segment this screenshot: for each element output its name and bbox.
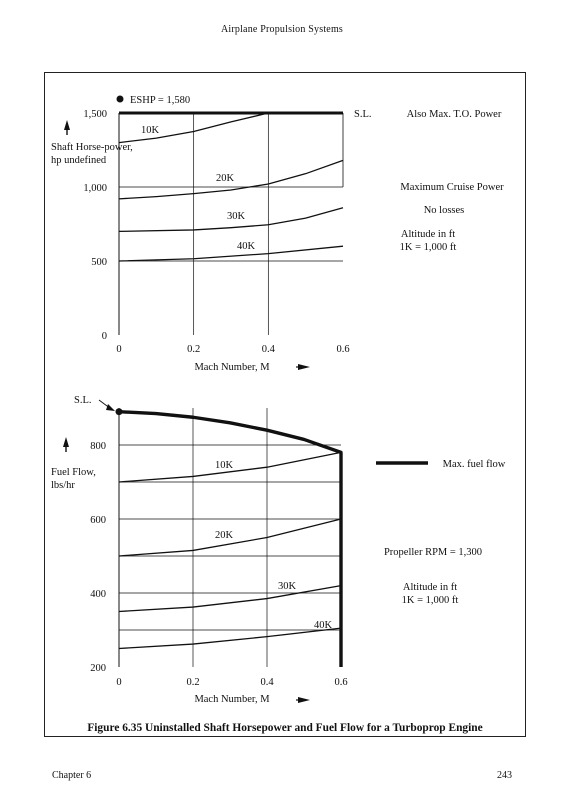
top-chart-series-label: 30K <box>227 211 246 222</box>
top-chart-x-tick-label: 0 <box>116 344 121 355</box>
top-chart-y-axis-label: hp undefined <box>51 155 107 166</box>
bottom-chart-series-label: 20K <box>215 530 234 541</box>
footer-chapter: Chapter 6 <box>52 770 92 781</box>
figure-caption: Figure 6.35 Uninstalled Shaft Horsepower… <box>87 722 483 734</box>
top-chart-x-tick-label: 0.4 <box>262 344 276 355</box>
bottom-chart-y-tick-label: 200 <box>90 663 106 674</box>
bottom-chart-series-line <box>118 584 342 613</box>
bottom-chart-y-arrow <box>63 437 69 447</box>
top-chart-series-line <box>118 112 269 144</box>
bottom-chart-x-axis-label: Mach Number, M <box>194 694 270 705</box>
bottom-chart-x-tick-label: 0.6 <box>334 677 347 688</box>
bottom-chart-series-line <box>118 627 342 650</box>
bottom-note-kft: 1K = 1,000 ft <box>402 595 459 606</box>
top-chart-y-tick-label: 1,000 <box>83 183 107 194</box>
top-chart-y-axis-label: Shaft Horse-power, <box>51 142 133 153</box>
bottom-chart-series-label: 40K <box>314 620 333 631</box>
bottom-chart-x-tick-label: 0.4 <box>260 677 274 688</box>
bottom-chart-y-tick-label: 800 <box>90 441 106 452</box>
bottom-chart-series-line <box>118 451 342 483</box>
top-note-takeoff: Also Max. T.O. Power <box>407 109 502 120</box>
fuel-flow-start-marker <box>115 408 123 416</box>
top-chart-series-line <box>118 245 344 262</box>
top-chart-series-label: 40K <box>237 241 256 252</box>
top-chart-x-tick-label: 0.2 <box>187 344 200 355</box>
top-chart-series-label: 10K <box>141 125 160 136</box>
top-note-cruise: Maximum Cruise Power <box>400 182 504 193</box>
top-chart-series-line <box>118 159 344 200</box>
legend-label-max-fuel-flow: Max. fuel flow <box>443 459 506 470</box>
bottom-chart-y-axis-label: lbs/hr <box>51 480 75 491</box>
page-header: Airplane Propulsion Systems <box>220 24 344 35</box>
eshp-label: ESHP = 1,580 <box>130 95 190 106</box>
bottom-chart-sl-label: S.L. <box>74 395 92 406</box>
top-chart-y-tick-label: 1,500 <box>83 109 107 120</box>
top-chart-series-label: 20K <box>216 173 235 184</box>
top-note-kft: 1K = 1,000 ft <box>400 242 457 253</box>
bottom-chart-x-tick-label: 0 <box>116 677 121 688</box>
eshp-marker <box>116 95 124 103</box>
figure-frame <box>44 72 526 737</box>
top-chart-sl-label: S.L. <box>354 109 372 120</box>
bottom-chart-y-axis-label: Fuel Flow, <box>51 467 96 478</box>
bottom-note-rpm: Propeller RPM = 1,300 <box>384 547 482 558</box>
top-chart-y-tick-label: 500 <box>91 257 107 268</box>
top-chart-series-line <box>118 207 344 233</box>
top-chart-x-tick-label: 0.6 <box>336 344 349 355</box>
bottom-chart-y-tick-label: 600 <box>90 515 106 526</box>
top-chart-y-arrow <box>64 120 70 130</box>
top-chart-y-tick-label: 0 <box>102 331 107 342</box>
bottom-chart-y-tick-label: 400 <box>90 589 106 600</box>
top-chart-x-axis-label: Mach Number, M <box>194 362 270 373</box>
bottom-note-altitude: Altitude in ft <box>403 582 457 593</box>
top-chart-x-arrow <box>298 364 310 370</box>
bottom-chart-x-tick-label: 0.2 <box>186 677 199 688</box>
bottom-chart-series-line <box>118 518 342 557</box>
bottom-chart-series-label: 10K <box>215 460 234 471</box>
bottom-chart-sl-pointer-head <box>106 404 115 411</box>
bottom-chart-series-line <box>118 410 343 667</box>
footer-page-number: 243 <box>497 770 512 781</box>
bottom-chart-series-label: 30K <box>278 581 297 592</box>
bottom-chart-x-arrow <box>298 697 310 703</box>
top-note-losses: No losses <box>424 205 465 216</box>
top-note-altitude: Altitude in ft <box>401 229 455 240</box>
